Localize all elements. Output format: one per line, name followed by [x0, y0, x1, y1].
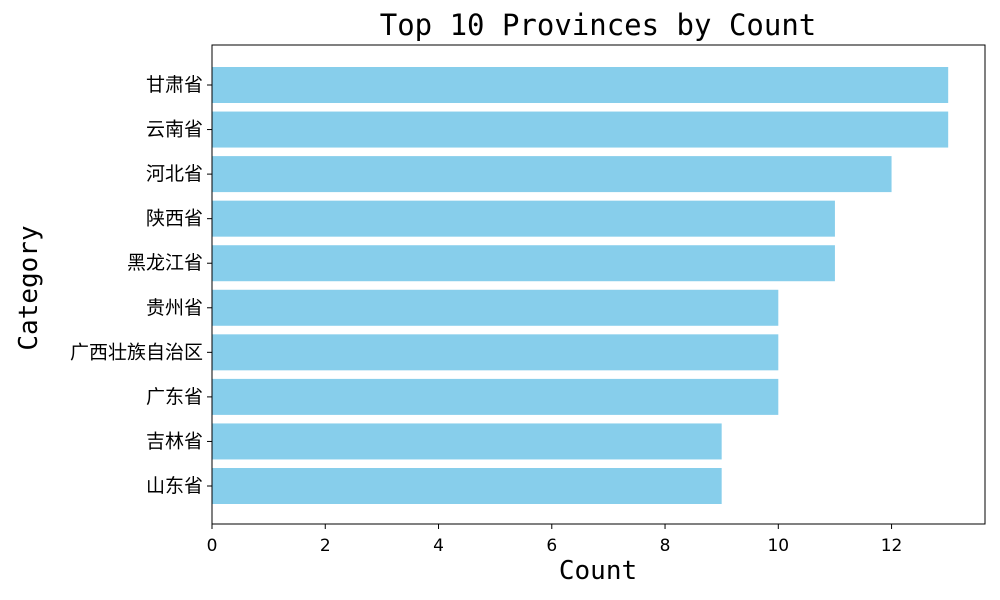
x-axis-label: Count	[559, 556, 637, 586]
x-tick-label: 8	[660, 536, 671, 556]
x-tick-label: 10	[767, 536, 789, 556]
x-tick-label: 0	[207, 536, 218, 556]
x-tick-label: 4	[433, 536, 444, 556]
y-tick-label: 河北省	[146, 163, 203, 185]
bar	[212, 378, 779, 415]
y-tick-label: 陕西省	[146, 208, 203, 230]
y-tick-label: 广东省	[146, 386, 203, 408]
bar	[212, 423, 722, 460]
y-tick-label: 黑龙江省	[127, 252, 203, 274]
y-tick-label: 山东省	[146, 475, 203, 497]
x-tick-label: 2	[320, 536, 331, 556]
bar	[212, 111, 949, 148]
bar	[212, 200, 835, 237]
plot-frame	[211, 44, 986, 525]
y-axis-label: Category	[14, 225, 44, 350]
y-tick-label: 广西壮族自治区	[70, 341, 203, 363]
bar	[212, 67, 949, 103]
x-tick-label: 6	[546, 536, 557, 556]
bar	[212, 289, 779, 326]
y-tick-label: 吉林省	[146, 430, 203, 452]
y-tick-label: 贵州省	[146, 297, 203, 319]
y-tick-label: 云南省	[146, 119, 203, 141]
chart-title: Top 10 Provinces by Count	[380, 8, 817, 42]
x-tick-label: 12	[881, 536, 903, 556]
bar	[212, 245, 835, 282]
bar	[212, 156, 892, 193]
y-tick-label: 甘肃省	[146, 74, 203, 96]
bar	[212, 468, 722, 504]
x-axis-ticks: 0 2 4 6 8 10 12	[207, 524, 903, 556]
bar	[212, 334, 779, 371]
bars-group	[212, 67, 949, 504]
